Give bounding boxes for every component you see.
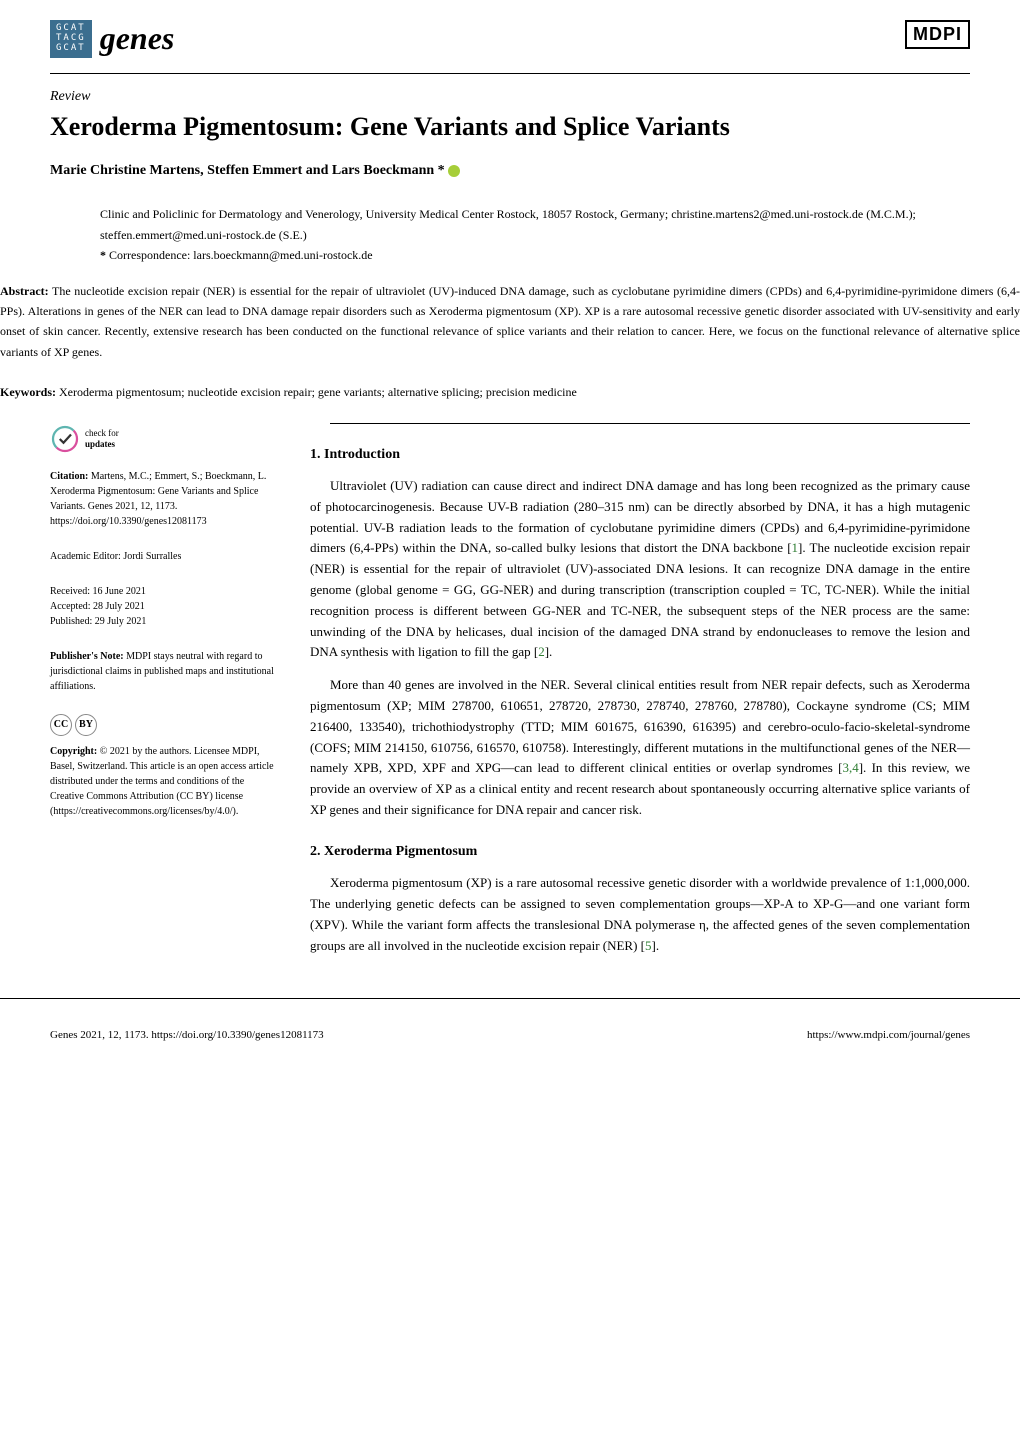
footer-right: https://www.mdpi.com/journal/genes bbox=[807, 1029, 970, 1041]
keywords-text: Xeroderma pigmentosum; nucleotide excisi… bbox=[59, 385, 577, 399]
page-footer: Genes 2021, 12, 1173. https://doi.org/10… bbox=[0, 998, 1020, 1061]
received-date: 16 June 2021 bbox=[92, 586, 145, 597]
cc-icon: CC bbox=[50, 714, 72, 736]
journal-logo: GCAT TACG GCAT genes bbox=[50, 20, 174, 58]
dates-block: Received: 16 June 2021 Accepted: 28 July… bbox=[50, 584, 280, 629]
affiliation-block: Clinic and Policlinic for Dermatology an… bbox=[100, 204, 970, 265]
citation-block: Citation: Martens, M.C.; Emmert, S.; Boe… bbox=[50, 469, 280, 529]
affiliation-text: Clinic and Policlinic for Dermatology an… bbox=[100, 204, 970, 245]
abstract-text: The nucleotide excision repair (NER) is … bbox=[0, 284, 1020, 359]
header-divider bbox=[50, 73, 970, 74]
editor-label: Academic Editor: bbox=[50, 551, 121, 562]
keywords-label: Keywords: bbox=[0, 385, 56, 399]
check-updates-icon bbox=[50, 424, 80, 454]
intro-paragraph-1: Ultraviolet (UV) radiation can cause dir… bbox=[310, 476, 970, 663]
content-column: 1. Introduction Ultraviolet (UV) radiati… bbox=[310, 424, 970, 969]
keywords-block: Keywords: Xeroderma pigmentosum; nucleot… bbox=[0, 382, 1020, 402]
authors: Marie Christine Martens, Steffen Emmert … bbox=[50, 163, 970, 179]
correspondence: * Correspondence: lars.boeckmann@med.uni… bbox=[100, 245, 970, 265]
article-title: Xeroderma Pigmentosum: Gene Variants and… bbox=[50, 110, 970, 144]
correspondence-star: * bbox=[100, 248, 106, 262]
citation-label: Citation: bbox=[50, 471, 88, 482]
journal-name: genes bbox=[100, 20, 175, 57]
editor-block: Academic Editor: Jordi Surralles bbox=[50, 549, 280, 564]
copyright-block: Copyright: © 2021 by the authors. Licens… bbox=[50, 744, 280, 819]
footer-left: Genes 2021, 12, 1173. https://doi.org/10… bbox=[50, 1029, 324, 1041]
abstract-block: Abstract: The nucleotide excision repair… bbox=[0, 281, 1020, 363]
copyright-label: Copyright: bbox=[50, 746, 97, 757]
check-l2: updates bbox=[85, 439, 115, 449]
check-updates[interactable]: check for updates bbox=[50, 424, 280, 454]
main-columns: check for updates Citation: Martens, M.C… bbox=[0, 424, 1020, 969]
xp-paragraph-1: Xeroderma pigmentosum (XP) is a rare aut… bbox=[310, 873, 970, 956]
published-label: Published: bbox=[50, 616, 92, 627]
abstract-label: Abstract: bbox=[0, 284, 49, 298]
correspondence-text: Correspondence: lars.boeckmann@med.uni-r… bbox=[109, 248, 373, 262]
intro-paragraph-2: More than 40 genes are involved in the N… bbox=[310, 675, 970, 821]
orcid-icon bbox=[448, 165, 460, 177]
check-updates-text: check for updates bbox=[85, 428, 119, 450]
publishers-note-label: Publisher's Note: bbox=[50, 651, 124, 662]
publisher-logo: MDPI bbox=[905, 20, 970, 49]
sidebar: check for updates Citation: Martens, M.C… bbox=[50, 424, 280, 969]
logo-box: GCAT TACG GCAT bbox=[50, 20, 92, 58]
received-label: Received: bbox=[50, 586, 90, 597]
by-icon: BY bbox=[75, 714, 97, 736]
published-date: 29 July 2021 bbox=[95, 616, 147, 627]
logo-line-3: GCAT bbox=[56, 44, 86, 54]
accepted-date: 28 July 2021 bbox=[93, 601, 145, 612]
publishers-note-block: Publisher's Note: MDPI stays neutral wit… bbox=[50, 649, 280, 694]
page-header: GCAT TACG GCAT genes MDPI bbox=[0, 0, 1020, 68]
editor-name: Jordi Surralles bbox=[123, 551, 181, 562]
authors-text: Marie Christine Martens, Steffen Emmert … bbox=[50, 163, 445, 178]
article-type: Review bbox=[50, 89, 970, 105]
intro-heading: 1. Introduction bbox=[310, 444, 970, 466]
xp-heading: 2. Xeroderma Pigmentosum bbox=[310, 841, 970, 863]
cc-license-logo: CC BY bbox=[50, 714, 280, 736]
check-l1: check for bbox=[85, 428, 119, 439]
accepted-label: Accepted: bbox=[50, 601, 91, 612]
